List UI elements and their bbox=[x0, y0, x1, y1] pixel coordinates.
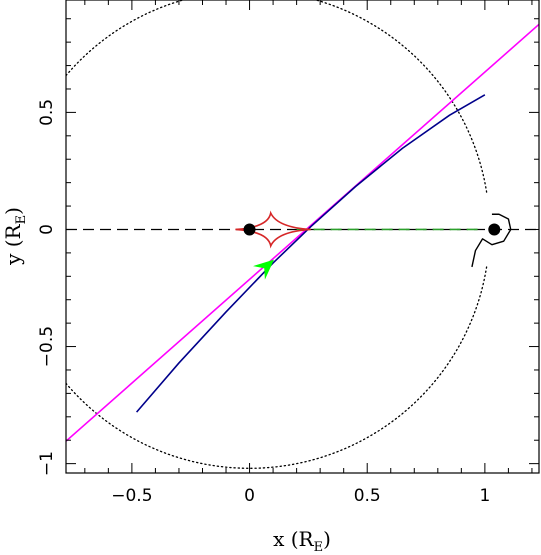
x-tick-label: −0.5 bbox=[111, 486, 152, 506]
series-line-3 bbox=[135, 94, 486, 413]
y-tick-label: −1 bbox=[37, 451, 57, 476]
y-tick-label: −0.5 bbox=[37, 326, 57, 367]
direction-arrow bbox=[253, 259, 275, 280]
x-tick-label: 0.5 bbox=[354, 486, 381, 506]
plot-frame bbox=[65, 0, 540, 474]
lens-marker-2 bbox=[488, 223, 501, 236]
y-tick-label: 0 bbox=[37, 224, 57, 235]
x-tick-label: 0 bbox=[244, 486, 255, 506]
caustic-curve bbox=[235, 210, 311, 249]
x-tick-label: 1 bbox=[479, 486, 490, 506]
lens-marker-1 bbox=[243, 223, 256, 236]
critical-curve-lobe bbox=[471, 213, 512, 268]
y-axis-label: y (RE) bbox=[1, 207, 29, 266]
x-axis-label: x (RE) bbox=[273, 527, 331, 555]
y-tick-label: 0.5 bbox=[37, 99, 57, 126]
axis-ticks: −0.5 0 0.5 1 −1 −0.5 0 0.5 bbox=[37, 0, 539, 506]
series-line-2 bbox=[66, 23, 539, 442]
plot-area bbox=[66, 0, 539, 469]
